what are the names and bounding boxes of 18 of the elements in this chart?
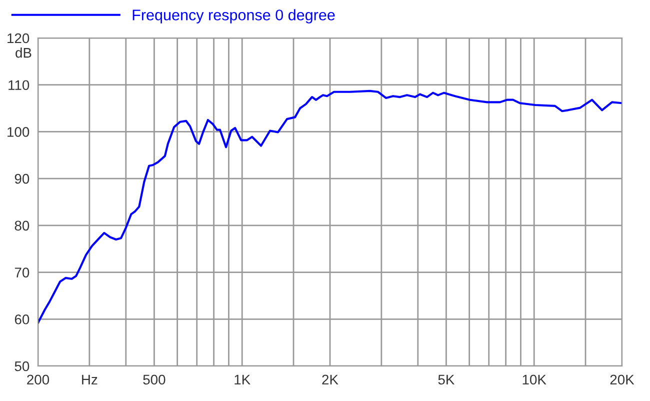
y-tick-label: 60: [14, 314, 30, 324]
x-tick-label: 1K: [234, 374, 250, 384]
x-tick-label: 500: [143, 374, 166, 385]
y-tick-label: 100: [8, 127, 30, 137]
x-tick-label: Hz: [82, 374, 98, 384]
x-tick-label: 10K: [522, 374, 546, 385]
text: Frequency response 0 degree: [132, 9, 335, 24]
y-tick-label: 50: [14, 361, 30, 372]
y-tick-label: 80: [14, 220, 30, 231]
y-tick-label: 70: [14, 268, 30, 278]
y-tick-label: 110: [8, 80, 30, 90]
y-tick-label: 90: [14, 174, 30, 184]
x-tick-label: 20K: [610, 374, 634, 385]
y-axis-title: dB: [16, 48, 32, 58]
y-tick-label: 120: [8, 33, 30, 44]
x-tick-label: 2K: [322, 374, 338, 384]
x-tick-label: 200: [27, 374, 50, 385]
x-tick-label: 5K: [438, 374, 455, 385]
